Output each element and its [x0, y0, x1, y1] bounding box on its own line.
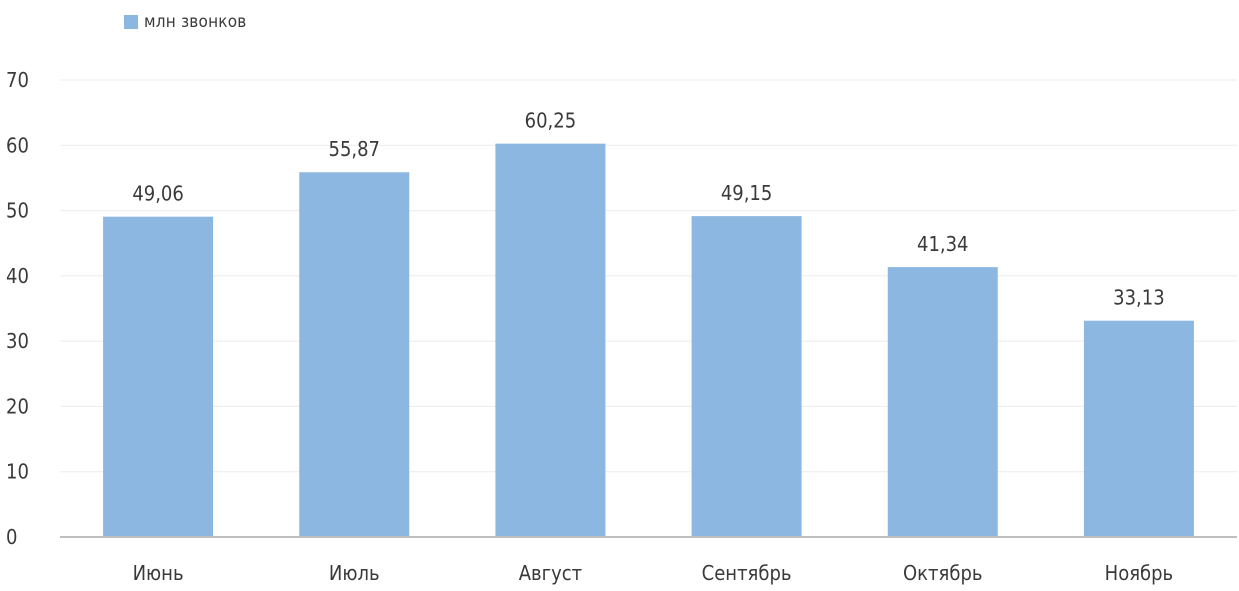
- y-tick-label: 20: [6, 394, 29, 418]
- data-label: 33,13: [1113, 286, 1165, 310]
- y-tick-label: 50: [6, 199, 29, 223]
- y-tick-label: 30: [6, 329, 29, 353]
- bar: [887, 267, 998, 537]
- x-tick-label: Ноябрь: [1105, 561, 1174, 585]
- legend-label: млн звонков: [144, 12, 247, 32]
- legend: млн звонков: [124, 12, 247, 32]
- data-label: 49,06: [132, 182, 184, 206]
- y-tick-label: 70: [6, 68, 29, 92]
- x-tick-label: Июль: [329, 561, 380, 585]
- y-tick-label: 60: [6, 133, 29, 157]
- x-tick-label: Июнь: [133, 561, 184, 585]
- bar: [299, 172, 410, 537]
- data-label: 49,15: [721, 181, 773, 205]
- bar: [1083, 320, 1194, 537]
- x-tick-label: Октябрь: [903, 561, 982, 585]
- y-tick-label: 40: [6, 264, 29, 288]
- y-tick-label: 0: [6, 525, 17, 549]
- legend-swatch: [124, 15, 138, 29]
- bar: [495, 143, 606, 537]
- data-label: 60,25: [525, 109, 577, 133]
- x-tick-label: Август: [519, 561, 582, 585]
- bar: [691, 216, 802, 537]
- x-tick-label: Сентябрь: [702, 561, 792, 585]
- bar: [103, 216, 214, 537]
- y-tick-label: 10: [6, 460, 29, 484]
- data-label: 41,34: [917, 232, 969, 256]
- data-label: 55,87: [329, 137, 381, 161]
